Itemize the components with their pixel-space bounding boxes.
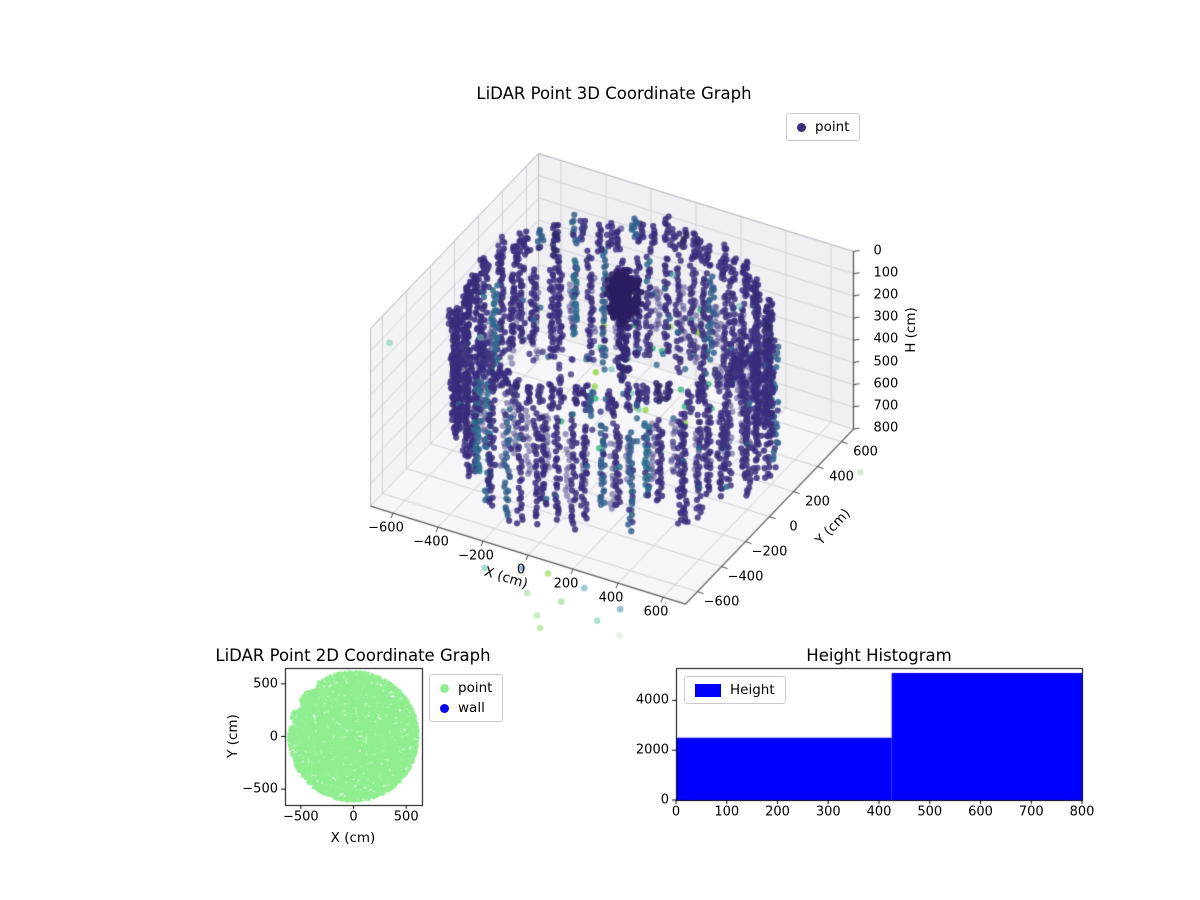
plot2d-title: LiDAR Point 2D Coordinate Graph: [215, 646, 491, 665]
tick-label: 500: [917, 804, 943, 820]
tick-label: 600: [853, 444, 878, 460]
plot2d-legend: point wall: [429, 674, 504, 722]
tick-label: −200: [458, 548, 494, 564]
tick-label: 800: [873, 420, 899, 436]
tick-label: 200: [765, 804, 790, 820]
tick-label: 700: [873, 398, 899, 414]
legend-label-point: point: [815, 119, 850, 135]
histogram-title: Height Histogram: [806, 646, 952, 665]
legend-entry-wall: wall: [440, 700, 492, 716]
tick-label: 4000: [635, 692, 669, 708]
tick-label: 0: [873, 243, 882, 258]
tick-label: −600: [368, 520, 404, 536]
tick-label: 300: [815, 804, 841, 820]
tick-label: 200: [873, 287, 899, 303]
tick-label: 400: [829, 469, 854, 485]
tick-label: 2000: [635, 742, 669, 758]
tick-label: −500: [282, 809, 319, 825]
plot3d-title: LiDAR Point 3D Coordinate Graph: [476, 84, 752, 103]
plot3d-zlabel: H (cm): [903, 307, 919, 353]
height-patch-icon: [695, 683, 721, 697]
legend-label-point: point: [458, 680, 493, 696]
plot3d-legend: point: [786, 113, 861, 141]
tick-label: 0: [269, 729, 278, 744]
tick-label: 400: [873, 331, 899, 347]
tick-label: −500: [242, 781, 278, 797]
legend-entry-point: point: [440, 680, 492, 696]
tick-label: 200: [553, 576, 579, 592]
tick-label: 800: [1069, 804, 1095, 820]
tick-label: 500: [873, 354, 899, 369]
tick-label: 600: [968, 804, 993, 820]
point-marker-icon: [440, 683, 449, 693]
tick-label: 600: [643, 604, 669, 620]
tick-label: 400: [598, 590, 624, 606]
tick-label: 0: [516, 562, 526, 578]
plot2d-xlabel: X (cm): [330, 830, 376, 846]
tick-label: 100: [714, 804, 740, 820]
tick-label: 100: [873, 265, 899, 281]
tick-label: 300: [873, 309, 899, 325]
legend-label-height: Height: [730, 682, 775, 698]
tick-label: 400: [866, 804, 892, 820]
tick-label: 0: [660, 792, 669, 808]
tick-label: −400: [727, 569, 764, 585]
tick-label: −200: [751, 544, 788, 560]
tick-label: 500: [253, 676, 278, 692]
tick-label: 200: [805, 494, 830, 510]
histogram-legend: Height: [684, 676, 786, 704]
tick-label: 0: [349, 809, 358, 825]
tick-label: 0: [671, 804, 681, 820]
tick-label: −400: [413, 534, 449, 550]
plot2d-ylabel: Y (cm): [225, 714, 241, 758]
point-marker-icon: [797, 122, 806, 132]
wall-marker-icon: [440, 703, 449, 713]
tick-label: 0: [789, 519, 798, 535]
tick-label: 500: [393, 809, 419, 825]
tick-label: 700: [1018, 804, 1044, 820]
tick-label: −600: [703, 594, 740, 610]
legend-label-wall: wall: [458, 700, 485, 716]
tick-label: 600: [873, 376, 899, 392]
